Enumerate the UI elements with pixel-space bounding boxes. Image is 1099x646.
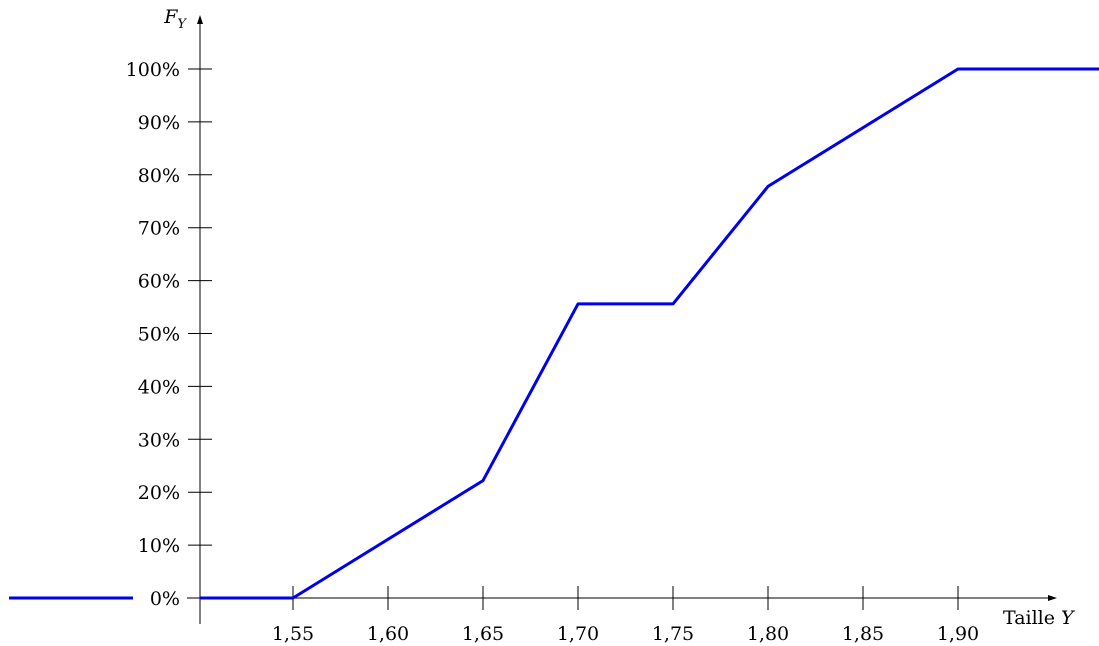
- y-tick-label: 30%: [138, 429, 180, 451]
- x-tick-label: 1,70: [557, 623, 599, 645]
- y-axis: 0% 10% 20% 30% 40% 50% 60% 70% 80% 90% 100%: [126, 15, 212, 624]
- x-tick-label: 1,80: [747, 623, 789, 645]
- x-tick-label: 1,60: [367, 623, 409, 645]
- x-tick-label: 1,75: [652, 623, 694, 645]
- y-tick-label: 60%: [138, 271, 180, 293]
- x-axis-title-var: Y: [1061, 607, 1076, 629]
- x-tick-label: 1,65: [462, 623, 504, 645]
- y-tick-label: 90%: [138, 112, 180, 134]
- y-axis-title: FY: [163, 6, 187, 32]
- y-tick-label: 20%: [138, 482, 180, 504]
- y-tick-label: 70%: [138, 218, 180, 240]
- x-tick-label: 1,90: [937, 623, 979, 645]
- y-tick-label: 50%: [138, 324, 180, 346]
- y-tick-label: 10%: [138, 535, 180, 557]
- y-axis-title-main: F: [163, 6, 178, 28]
- series-line: [200, 67, 1099, 600]
- x-axis-title: Taille Y: [1003, 607, 1076, 629]
- series-group: [9, 67, 1099, 600]
- y-tick-label: 40%: [138, 376, 180, 398]
- y-axis-title-sub: Y: [177, 17, 187, 32]
- x-tick-label: 1,85: [842, 623, 884, 645]
- y-tick-label: 100%: [126, 59, 180, 81]
- x-axis: 1,55 1,60 1,65 1,70 1,75 1,80 1,85 1,90: [187, 586, 1057, 645]
- y-tick-label: 80%: [138, 165, 180, 187]
- y-axis-arrow: [197, 15, 203, 24]
- x-axis-arrow: [1048, 595, 1057, 601]
- y-tick-label: 0%: [150, 588, 180, 610]
- x-tick-label: 1,55: [272, 623, 314, 645]
- x-axis-title-text: Taille: [1003, 607, 1055, 629]
